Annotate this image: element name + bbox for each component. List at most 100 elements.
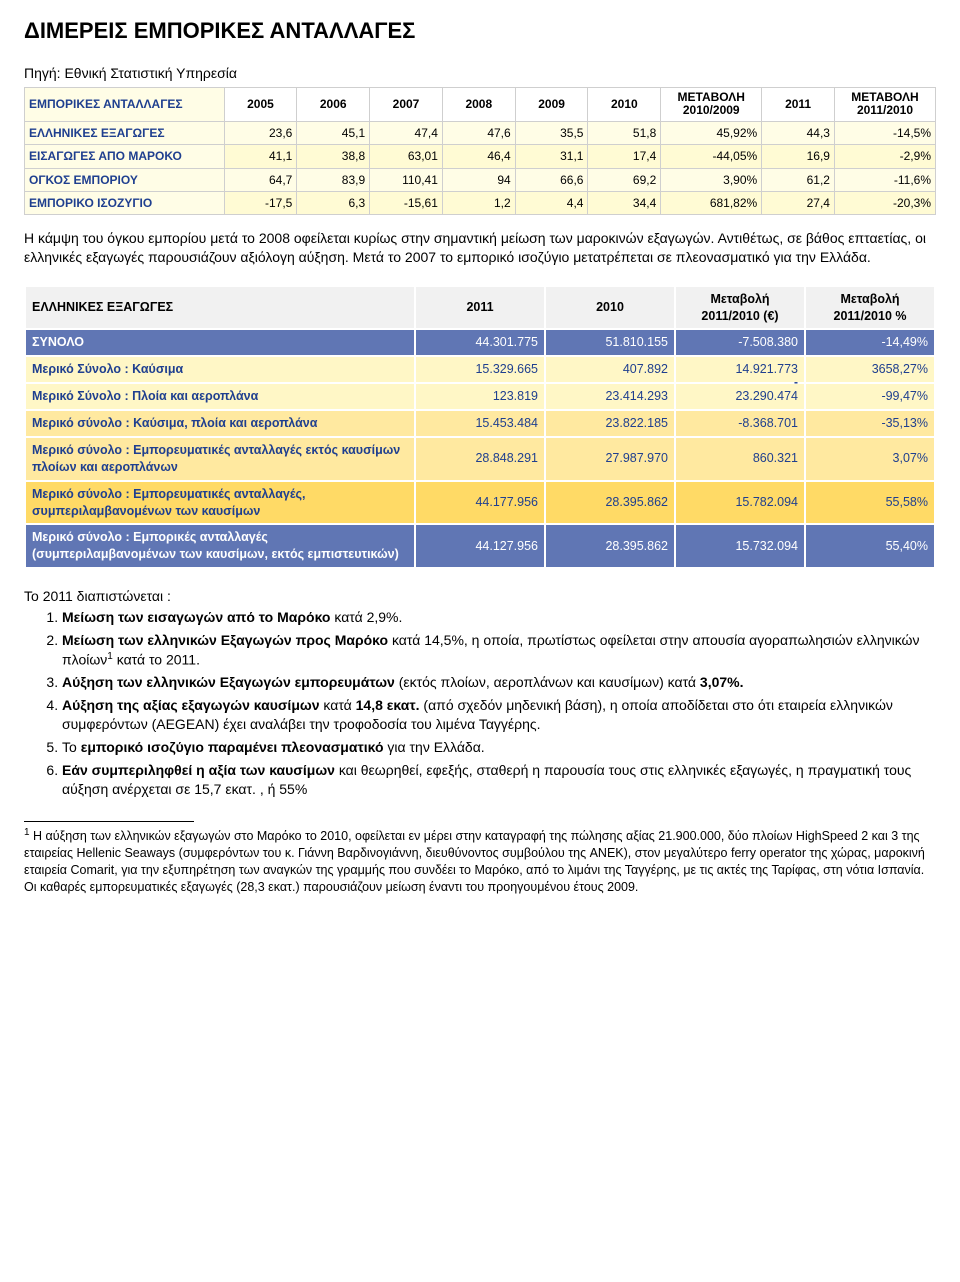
source-line: Πηγή: Εθνική Στατιστική Υπηρεσία [24, 64, 936, 83]
t1-cell: 23,6 [224, 122, 297, 145]
t2-row-label: Μερικό σύνολο : Καύσιμα, πλοία και αεροπ… [25, 410, 415, 437]
t2-row-label: Μερικό σύνολο : Εμπορικές ανταλλαγές (συ… [25, 524, 415, 568]
t1-cell: -15,61 [370, 191, 443, 214]
t1-cell: -14,5% [834, 122, 935, 145]
t2-cell: -14,49% [805, 329, 935, 356]
t1-row: ΕΜΠΟΡΙΚΟ ΙΣΟΖΥΓΙΟ-17,56,3-15,611,24,434,… [25, 191, 936, 214]
t1-cell: 66,6 [515, 168, 588, 191]
t2-cell: 44.127.956 [415, 524, 545, 568]
t2-cell: 23.290.474 [675, 383, 805, 410]
t2-cell: 28.848.291 [415, 437, 545, 481]
t2-row-label: Μερικό Σύνολο : Καύσιμα [25, 356, 415, 383]
t1-h-2007: 2007 [370, 87, 443, 122]
t2-cell: 23.414.293 [545, 383, 675, 410]
conclusion-item: Μείωση των εισαγωγών από το Μαρόκο κατά … [62, 608, 936, 627]
t1-h-2006: 2006 [297, 87, 370, 122]
t2-cell: 55,40% [805, 524, 935, 568]
t1-h-2008: 2008 [442, 87, 515, 122]
t2-cell: 27.987.970 [545, 437, 675, 481]
t1-h-chg1: ΜΕΤΑΒΟΛΗ 2010/2009 [661, 87, 762, 122]
t1-cell: -17,5 [224, 191, 297, 214]
page-title: ΔΙΜΕΡΕΙΣ ΕΜΠΟΡΙΚΕΣ ΑΝΤΑΛΛΑΓΕΣ [24, 16, 936, 46]
footnote-rule [24, 821, 194, 822]
t1-cell: 35,5 [515, 122, 588, 145]
footnote-text: Η αύξηση των ελληνικών εξαγωγών στο Μαρό… [24, 829, 925, 894]
t1-cell: 83,9 [297, 168, 370, 191]
t2-row-label: Μερικό Σύνολο : Πλοία και αεροπλάνα [25, 383, 415, 410]
t1-row-label: ΕΜΠΟΡΙΚΟ ΙΣΟΖΥΓΙΟ [25, 191, 225, 214]
t2-cell: 15.732.094 [675, 524, 805, 568]
t2-h-chg-eur: Μεταβολή 2011/2010 (€) [675, 286, 805, 330]
t1-cell: 94 [442, 168, 515, 191]
conclusions-list: Μείωση των εισαγωγών από το Μαρόκο κατά … [24, 608, 936, 799]
t2-row-label: Μερικό σύνολο : Εμπορευματικές ανταλλαγέ… [25, 437, 415, 481]
t1-cell: 4,4 [515, 191, 588, 214]
t2-cell: 123.819 [415, 383, 545, 410]
t1-cell: 44,3 [762, 122, 835, 145]
t2-cell: 860.321 [675, 437, 805, 481]
t2-cell: -8.368.701 [675, 410, 805, 437]
conclusion-item: Εάν συμπεριληφθεί η αξία των καυσίμων κα… [62, 761, 936, 799]
t2-cell: 55,58% [805, 481, 935, 525]
t2-row: Μερικό σύνολο : Εμπορευματικές ανταλλαγέ… [25, 481, 935, 525]
t1-cell: 1,2 [442, 191, 515, 214]
conclusion-item: Αύξηση των ελληνικών Εξαγωγών εμπορευμάτ… [62, 673, 936, 692]
t2-cell: -99,47% [805, 383, 935, 410]
t2-cell: 407.892 [545, 356, 675, 383]
t1-cell: 27,4 [762, 191, 835, 214]
t1-cell: 681,82% [661, 191, 762, 214]
t1-h-2005: 2005 [224, 87, 297, 122]
paragraph-1: Η κάμψη του όγκου εμπορίου μετά το 2008 … [24, 229, 936, 267]
t2-row: Μερικό σύνολο : Εμπορικές ανταλλαγές (συ… [25, 524, 935, 568]
t1-cell: 17,4 [588, 145, 661, 168]
t1-cell: 47,4 [370, 122, 443, 145]
t2-cell: 3658,27% [805, 356, 935, 383]
conclusion-item: Μείωση των ελληνικών Εξαγωγών προς Μαρόκ… [62, 631, 936, 669]
t2-row-label: Μερικό σύνολο : Εμπορευματικές ανταλλαγέ… [25, 481, 415, 525]
t2-h-chg-pct: Μεταβολή 2011/2010 % [805, 286, 935, 330]
t1-header-label: ΕΜΠΟΡΙΚΕΣ ΑΝΤΑΛΛΑΓΕΣ [25, 87, 225, 122]
t1-cell: 41,1 [224, 145, 297, 168]
conclusion-item: Το εμπορικό ισοζύγιο παραμένει πλεονασμα… [62, 738, 936, 757]
exports-table: ΕΛΛΗΝΙΚΕΣ ΕΞΑΓΩΓΕΣ 2011 2010 Μεταβολή 20… [24, 285, 936, 570]
t1-row-label: ΕΛΛΗΝΙΚΕΣ ΕΞΑΓΩΓΕΣ [25, 122, 225, 145]
conclusion-item: Αύξηση της αξίας εξαγωγών καυσίμων κατά … [62, 696, 936, 734]
t2-cell: 51.810.155 [545, 329, 675, 356]
t1-cell: 45,1 [297, 122, 370, 145]
t2-cell: -35,13% [805, 410, 935, 437]
t1-cell: 38,8 [297, 145, 370, 168]
t1-cell: 47,6 [442, 122, 515, 145]
conclusion-intro: Το 2011 διαπιστώνεται : [24, 587, 936, 606]
t1-cell: 69,2 [588, 168, 661, 191]
t2-row: Μερικό σύνολο : Καύσιμα, πλοία και αεροπ… [25, 410, 935, 437]
t2-cell: 44.177.956 [415, 481, 545, 525]
t1-cell: 16,9 [762, 145, 835, 168]
t1-h-2009: 2009 [515, 87, 588, 122]
t2-row: ΣΥΝΟΛΟ44.301.77551.810.155-7.508.380-14,… [25, 329, 935, 356]
t1-cell: 31,1 [515, 145, 588, 168]
t1-cell: 34,4 [588, 191, 661, 214]
t1-row: ΕΛΛΗΝΙΚΕΣ ΕΞΑΓΩΓΕΣ23,645,147,447,635,551… [25, 122, 936, 145]
t2-cell: 28.395.862 [545, 524, 675, 568]
t1-cell: 63,01 [370, 145, 443, 168]
t1-cell: -11,6% [834, 168, 935, 191]
trade-table: ΕΜΠΟΡΙΚΕΣ ΑΝΤΑΛΛΑΓΕΣ 2005 2006 2007 2008… [24, 87, 936, 215]
t1-row-label: ΕΙΣΑΓΩΓΕΣ ΑΠΟ ΜΑΡΟΚΟ [25, 145, 225, 168]
t1-h-2011: 2011 [762, 87, 835, 122]
t1-cell: 110,41 [370, 168, 443, 191]
t1-cell: 45,92% [661, 122, 762, 145]
t1-cell: 6,3 [297, 191, 370, 214]
t1-row: ΕΙΣΑΓΩΓΕΣ ΑΠΟ ΜΑΡΟΚΟ41,138,863,0146,431,… [25, 145, 936, 168]
t1-cell: 46,4 [442, 145, 515, 168]
t2-cell: 14.921.773 [675, 356, 805, 383]
t1-cell: -20,3% [834, 191, 935, 214]
footnote: 1 Η αύξηση των ελληνικών εξαγωγών στο Μα… [24, 826, 936, 896]
t1-cell: -44,05% [661, 145, 762, 168]
t2-cell: 3,07% [805, 437, 935, 481]
t1-row-label: ΟΓΚΟΣ ΕΜΠΟΡΙΟΥ [25, 168, 225, 191]
t2-row: Μερικό Σύνολο : Καύσιμα15.329.665407.892… [25, 356, 935, 383]
t1-cell: -2,9% [834, 145, 935, 168]
t2-row: Μερικό σύνολο : Εμπορευματικές ανταλλαγέ… [25, 437, 935, 481]
t2-cell: -7.508.380 [675, 329, 805, 356]
t1-cell: 64,7 [224, 168, 297, 191]
